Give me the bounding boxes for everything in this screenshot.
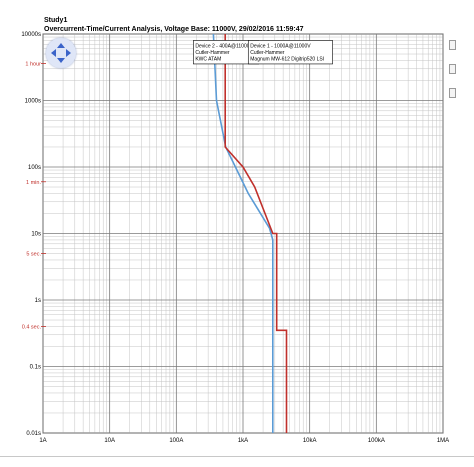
y-tick-label: 0.01s xyxy=(26,431,41,437)
y-tick-label: 10s xyxy=(31,232,41,238)
device-label-line: Magnum MW-612 Digitrip520 LSI xyxy=(250,56,324,62)
x-tick-label: 1A xyxy=(39,438,46,444)
y-tick-label: 10000s xyxy=(21,32,41,38)
toolbar-button[interactable] xyxy=(449,40,456,50)
x-tick-label: 100A xyxy=(169,438,183,444)
device-label-line: Cutler-Hammer xyxy=(195,50,230,56)
chart-title-block: Study1 Overcurrent-Time/Current Analysis… xyxy=(44,16,304,34)
y-tick-label: 100s xyxy=(28,165,41,171)
pan-arrows-icon xyxy=(51,43,71,63)
bottom-divider xyxy=(0,456,474,457)
y-tick-label: 1s xyxy=(35,298,41,304)
special-tick-label: 1 min. xyxy=(26,180,41,186)
series-line-2 xyxy=(224,34,288,433)
toolbar-button[interactable] xyxy=(449,88,456,98)
analysis-title: Overcurrent-Time/Current Analysis, Volta… xyxy=(44,26,304,33)
x-tick-label: 1MA xyxy=(437,438,449,444)
y-tick-label: 1000s xyxy=(25,99,41,105)
pan-navigator[interactable] xyxy=(46,38,76,68)
device-label-line: Device 1 - 1000A@11000V xyxy=(250,43,311,49)
device-label-line: Device 2 - 400A@11000V xyxy=(195,43,253,49)
device-label-line: Cutler-Hammer xyxy=(250,50,285,56)
y-tick-label: 0.1s xyxy=(30,365,41,371)
device-label-line: KWC ATAM xyxy=(195,56,221,62)
special-tick-label: 1 hour xyxy=(25,62,41,68)
x-tick-label: 10kA xyxy=(303,438,317,444)
x-tick-label: 10A xyxy=(104,438,115,444)
toolbar-strip xyxy=(449,40,456,112)
series-line-1 xyxy=(212,33,274,433)
special-tick-label: 0.4 sec. xyxy=(22,324,42,330)
toolbar-button[interactable] xyxy=(449,64,456,74)
study-title: Study1 xyxy=(44,17,68,24)
device-label-box-2 xyxy=(247,40,333,65)
special-tick-label: 5 sec. xyxy=(26,252,41,258)
x-tick-label: 100kA xyxy=(368,438,385,444)
x-tick-label: 1kA xyxy=(238,438,248,444)
